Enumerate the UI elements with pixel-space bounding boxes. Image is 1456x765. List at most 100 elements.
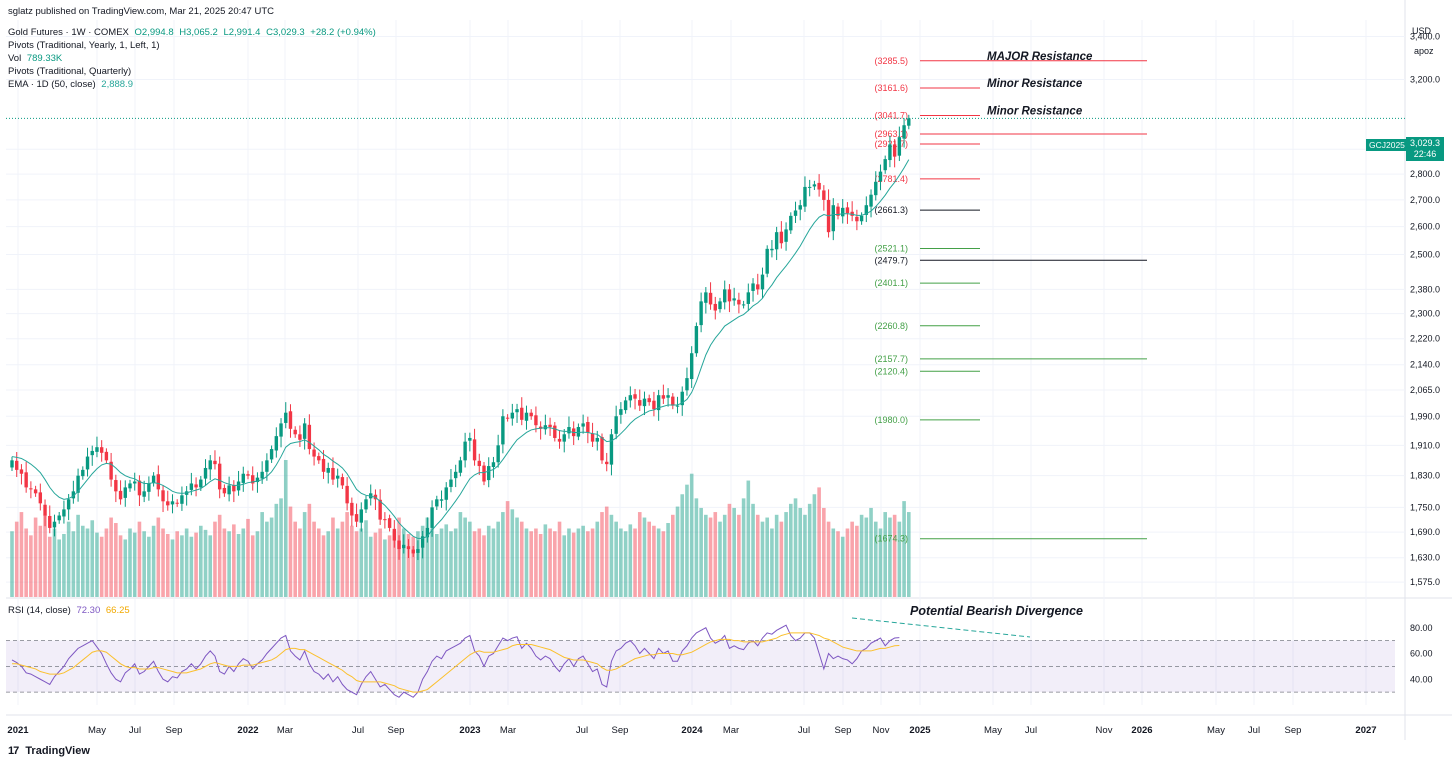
volume-bar xyxy=(232,524,236,597)
volume-bar xyxy=(680,494,685,597)
volume-bar xyxy=(892,514,897,597)
candle-body xyxy=(652,400,656,410)
x-tick-label: Sep xyxy=(166,725,183,736)
volume-bar xyxy=(831,528,836,597)
volume-bar xyxy=(586,531,590,597)
volume-bar xyxy=(123,539,128,597)
x-tick-label: Mar xyxy=(500,725,516,736)
volume-bar xyxy=(444,524,449,597)
volume-bar xyxy=(595,521,600,597)
legend-pivots-yearly[interactable]: Pivots (Traditional, Yearly, 1, Left, 1) xyxy=(8,40,160,51)
candle-body xyxy=(66,499,71,510)
candle-body xyxy=(383,519,387,521)
candle-body xyxy=(170,501,175,505)
candle-body xyxy=(855,216,859,222)
volume-bar xyxy=(279,498,283,597)
x-tick-label: Jul xyxy=(352,725,364,736)
legend-volume[interactable]: Vol 789.33K xyxy=(8,52,62,65)
candle-body xyxy=(114,480,118,492)
candle-body xyxy=(633,394,637,399)
candle-body xyxy=(293,429,297,435)
candle-body xyxy=(326,467,330,473)
volume-bar xyxy=(619,528,623,597)
candle-body xyxy=(713,303,717,311)
tradingview-logo-icon: 17 xyxy=(8,745,19,757)
candle-body xyxy=(529,412,533,417)
volume-bar xyxy=(519,521,524,597)
candle-body xyxy=(817,182,821,190)
candle-body xyxy=(482,465,486,482)
volume-bar xyxy=(604,506,609,597)
volume-bar xyxy=(888,517,892,597)
volume-bar xyxy=(47,536,52,597)
candle-body xyxy=(642,398,647,407)
volume-bar xyxy=(647,521,651,597)
volume-bar xyxy=(510,509,515,597)
x-tick-label: May xyxy=(88,725,106,736)
volume-bar xyxy=(694,498,699,597)
candle-body xyxy=(392,528,397,541)
rsi-label: RSI (14, close) xyxy=(8,605,71,616)
x-tick-label: Jul xyxy=(1248,725,1260,736)
candle-body xyxy=(274,436,279,451)
y-tick-label: 1,630.0 xyxy=(1410,553,1440,563)
volume-bar xyxy=(746,480,751,597)
candle-body xyxy=(241,473,245,483)
volume-bar xyxy=(29,535,33,597)
pivot-label: (2921.7) xyxy=(874,139,908,149)
ohlc-open: O2,994.8 xyxy=(134,27,174,38)
candle-body xyxy=(147,483,151,492)
candle-body xyxy=(246,474,250,476)
candle-body xyxy=(883,159,887,171)
legend-pivots-quarterly[interactable]: Pivots (Traditional, Quarterly) xyxy=(8,66,132,77)
volume-bar xyxy=(553,531,557,597)
candle-body xyxy=(81,469,85,477)
ema-label: EMA · 1D (50, close) xyxy=(8,79,96,90)
candle-body xyxy=(378,499,382,520)
volume-bar xyxy=(350,525,354,597)
price-tag-countdown: 22:46 xyxy=(1413,149,1437,159)
volume-bar xyxy=(331,517,335,597)
volume-bar xyxy=(161,528,165,597)
scale-mode-label[interactable]: apoz xyxy=(1414,46,1434,56)
volume-bar xyxy=(727,503,732,597)
volume-bar xyxy=(298,528,302,597)
volume-bar xyxy=(236,533,241,597)
candle-body xyxy=(208,460,212,470)
pivot-label: (2661.3) xyxy=(874,205,908,215)
volume-bar xyxy=(260,512,264,597)
volume-bar xyxy=(170,539,175,597)
volume-bar xyxy=(449,531,453,597)
volume-bar xyxy=(770,528,774,597)
volume-bar xyxy=(501,512,505,597)
candle-body xyxy=(397,540,401,550)
x-tick-label: 2027 xyxy=(1355,725,1376,736)
volume-bar xyxy=(515,517,519,597)
volume-bar xyxy=(76,514,80,597)
divergence-annotation: Potential Bearish Divergence xyxy=(910,604,1083,618)
x-tick-label: 2026 xyxy=(1131,725,1152,736)
pivot-label: (2781.4) xyxy=(874,174,908,184)
legend-ema[interactable]: EMA · 1D (50, close) 2,888.9 xyxy=(8,78,133,91)
candle-body xyxy=(869,194,873,207)
candle-body xyxy=(902,125,906,139)
volume-bar xyxy=(406,533,411,597)
volume-bar xyxy=(246,518,250,597)
candle-body xyxy=(798,205,802,210)
candle-body xyxy=(364,499,368,510)
candle-body xyxy=(609,434,614,465)
currency-label[interactable]: USD xyxy=(1412,26,1432,36)
volume-bar xyxy=(855,525,859,597)
y-tick-label: 1,575.0 xyxy=(1410,577,1440,587)
candle-body xyxy=(232,485,236,492)
candle-body xyxy=(704,292,708,303)
candle-body xyxy=(133,481,137,484)
pivot-label: (2260.8) xyxy=(874,321,908,331)
volume-bar xyxy=(718,521,722,597)
y-tick-label: 2,700.0 xyxy=(1410,195,1440,205)
legend-rsi[interactable]: RSI (14, close) 72.30 66.25 xyxy=(8,604,130,617)
volume-bar xyxy=(217,514,222,597)
pivot-label: (3041.7) xyxy=(874,110,908,120)
brand[interactable]: 17 TradingView xyxy=(8,745,90,757)
